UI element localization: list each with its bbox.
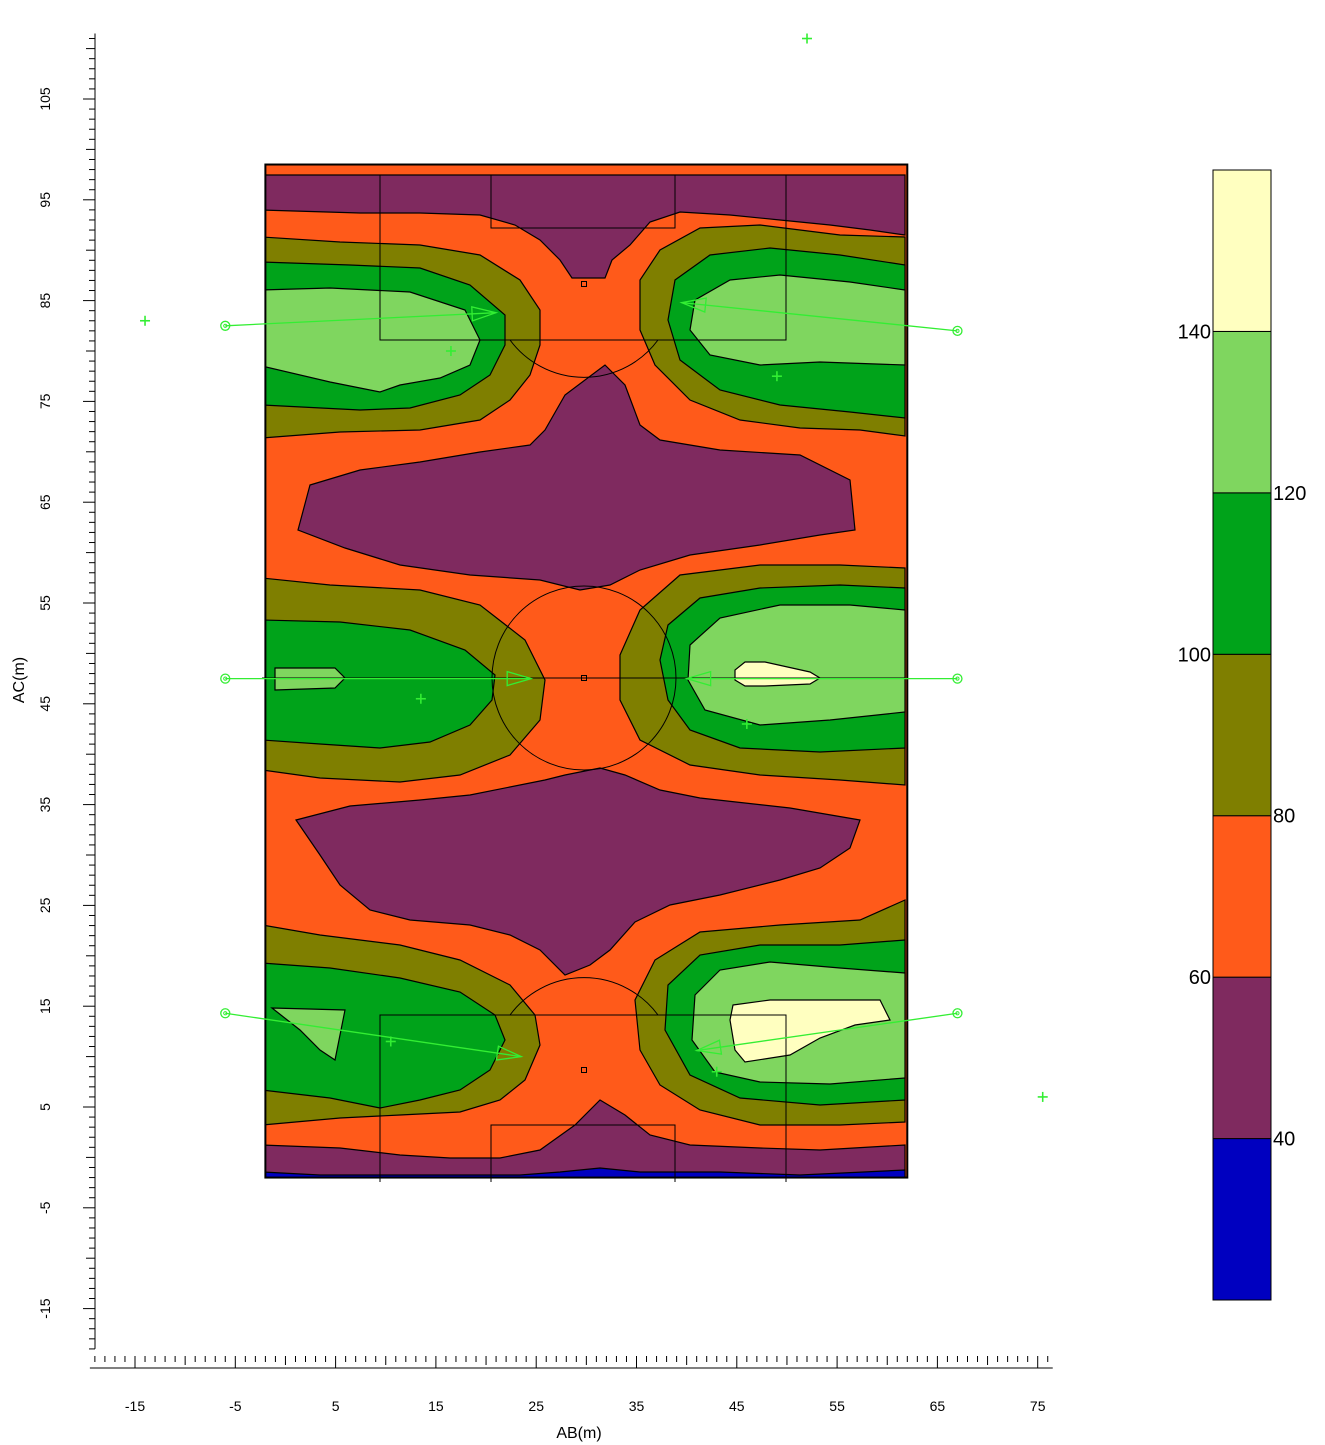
y-tick-label: 55 — [37, 595, 53, 611]
y-tick-label: 105 — [37, 87, 53, 111]
x-axis-title: AB(m) — [556, 1425, 601, 1442]
penalty-spot — [581, 1067, 587, 1073]
measurement-point — [711, 1066, 722, 1077]
y-tick-label: 15 — [37, 998, 53, 1014]
measurement-points — [140, 33, 1048, 1102]
colorbar-swatch — [1212, 653, 1272, 817]
contour-band-100-120 — [265, 619, 496, 749]
y-tick-label: 5 — [37, 1103, 53, 1111]
contour-band-120-140 — [265, 287, 481, 393]
measurement-point — [140, 315, 151, 326]
y-tick-label: 85 — [37, 293, 53, 309]
contour-band-40-60 — [265, 174, 906, 279]
measurement-point — [1037, 1091, 1048, 1102]
penalty-spot — [581, 281, 587, 287]
y-axis: -15 -5 5 15 25 35 45 55 65 75 85 95 105 — [37, 33, 96, 1350]
luminaire-marker — [952, 325, 963, 336]
pitch-line — [379, 175, 787, 341]
luminaire-marker — [220, 673, 231, 684]
y-tick-label: 95 — [37, 192, 53, 208]
luminaire — [220, 306, 499, 331]
measurement-point — [385, 1036, 396, 1047]
colorbar-label: 120 — [1273, 483, 1306, 505]
luminaire-layer — [220, 297, 963, 1061]
contour-band-40-60 — [297, 364, 856, 591]
measurement-point — [445, 346, 456, 356]
luminaire-marker — [952, 673, 963, 684]
colorbar-swatch — [1212, 976, 1272, 1140]
x-tick-label: 35 — [629, 1398, 645, 1414]
luminaire — [220, 670, 534, 687]
measurement-point — [802, 33, 813, 44]
contour-band-120-140 — [270, 1007, 346, 1061]
x-tick-label: 25 — [528, 1398, 544, 1414]
y-tick-label: 35 — [37, 797, 53, 813]
colorbar-swatch — [1212, 330, 1272, 494]
colorbar-label: 60 — [1189, 967, 1211, 989]
contour-band-120-140 — [689, 274, 906, 366]
luminaire — [694, 1008, 963, 1055]
colorbar-swatch — [1212, 169, 1272, 332]
contour-band-20-40 — [265, 1167, 906, 1178]
pitch-line — [379, 1014, 787, 1182]
contour-field — [265, 164, 908, 1178]
contour-band-40-60 — [295, 767, 861, 976]
x-tick-label: 65 — [930, 1398, 946, 1414]
y-tick-label: -15 — [37, 1298, 53, 1318]
pitch-line — [509, 339, 659, 378]
pitch-line — [509, 977, 659, 1016]
luminaire — [679, 297, 963, 336]
luminaire — [684, 670, 963, 687]
colorbar-swatch — [1212, 815, 1272, 978]
luminaire-marker — [220, 1008, 231, 1019]
pitch-line — [490, 175, 676, 229]
measurement-point — [771, 371, 782, 382]
luminaire-marker — [220, 320, 231, 331]
x-tick-label: -15 — [125, 1398, 145, 1414]
y-tick-label: -5 — [37, 1201, 53, 1214]
y-axis-title: AC(m) — [11, 657, 28, 703]
colorbar-label: 100 — [1178, 644, 1211, 666]
x-tick-label: 45 — [729, 1398, 745, 1414]
contour-band-40-60 — [265, 1099, 906, 1178]
contour-band-140-160 — [734, 661, 822, 687]
field-border — [264, 163, 909, 1179]
y-tick-label: 25 — [37, 897, 53, 913]
contour-band-120-140 — [687, 604, 906, 726]
colorbar-label: 80 — [1273, 806, 1295, 828]
y-tick-label: 75 — [37, 393, 53, 409]
measurement-point — [415, 693, 426, 704]
colorbar-label: 140 — [1178, 321, 1211, 343]
colorbar-swatch — [1212, 1138, 1272, 1301]
x-axis: -15 -5 5 15 25 35 45 55 65 75 — [89, 1356, 1053, 1414]
colorbar-swatch — [1212, 492, 1272, 655]
x-tick-label: 5 — [332, 1398, 340, 1414]
contour-band-100-120 — [265, 962, 506, 1109]
luminaire-marker — [952, 1008, 963, 1019]
measurement-point — [741, 718, 752, 729]
x-tick-label: 75 — [1030, 1398, 1046, 1414]
luminaire — [220, 1008, 524, 1061]
y-tick-label: 45 — [37, 696, 53, 712]
colorbar-label: 40 — [1273, 1129, 1295, 1151]
penalty-spot — [581, 675, 587, 681]
x-tick-label: 15 — [428, 1398, 444, 1414]
y-tick-label: 65 — [37, 494, 53, 510]
pitch-line — [490, 1124, 676, 1182]
colorbar: 40 60 80 100 120 140 — [1178, 169, 1306, 1301]
x-tick-label: -5 — [229, 1398, 242, 1414]
x-tick-label: 55 — [829, 1398, 845, 1414]
